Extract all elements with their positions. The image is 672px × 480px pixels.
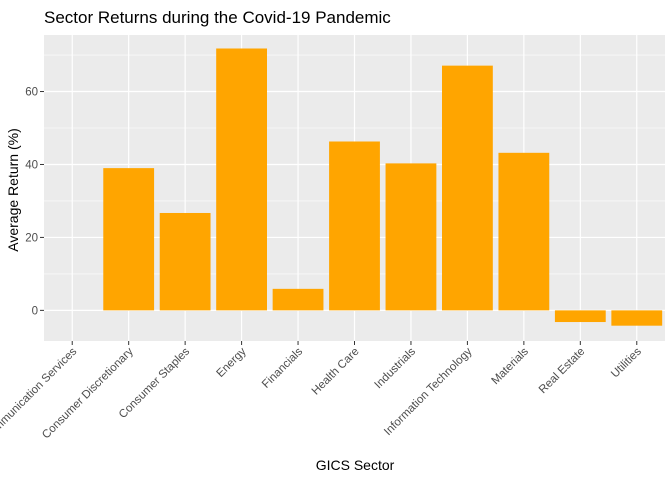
bar <box>554 310 606 323</box>
y-tick-label: 20 <box>25 232 38 244</box>
bar <box>103 168 155 311</box>
x-tick-label: Communication Services <box>0 345 80 444</box>
bar <box>611 310 663 326</box>
bar <box>216 48 267 311</box>
bar <box>329 141 380 311</box>
bar <box>272 288 324 311</box>
y-axis-title: Average Return (%) <box>5 128 21 251</box>
y-tick-label: 60 <box>25 87 38 99</box>
x-tick-label: Financials <box>260 345 305 390</box>
chart-title: Sector Returns during the Covid-19 Pande… <box>44 8 391 27</box>
y-tick-label: 0 <box>32 305 38 317</box>
x-tick-label: Real Estate <box>537 346 588 397</box>
y-axis-ticks: 0 20 40 60 <box>25 87 44 317</box>
x-axis-title: GICS Sector <box>316 457 395 473</box>
x-tick-label: Utilities <box>609 345 644 380</box>
x-tick-label: Industrials <box>373 345 419 391</box>
bars <box>46 48 663 326</box>
bar <box>442 65 493 311</box>
x-tick-label: Energy <box>214 345 248 379</box>
bar <box>385 163 437 311</box>
y-tick-label: 40 <box>25 159 38 171</box>
x-tick-label: Materials <box>490 345 532 387</box>
x-tick-label: Health Care <box>310 346 362 398</box>
x-tick-label: Consumer Discretionary <box>40 345 136 441</box>
bar <box>159 212 211 311</box>
bar <box>498 152 550 311</box>
